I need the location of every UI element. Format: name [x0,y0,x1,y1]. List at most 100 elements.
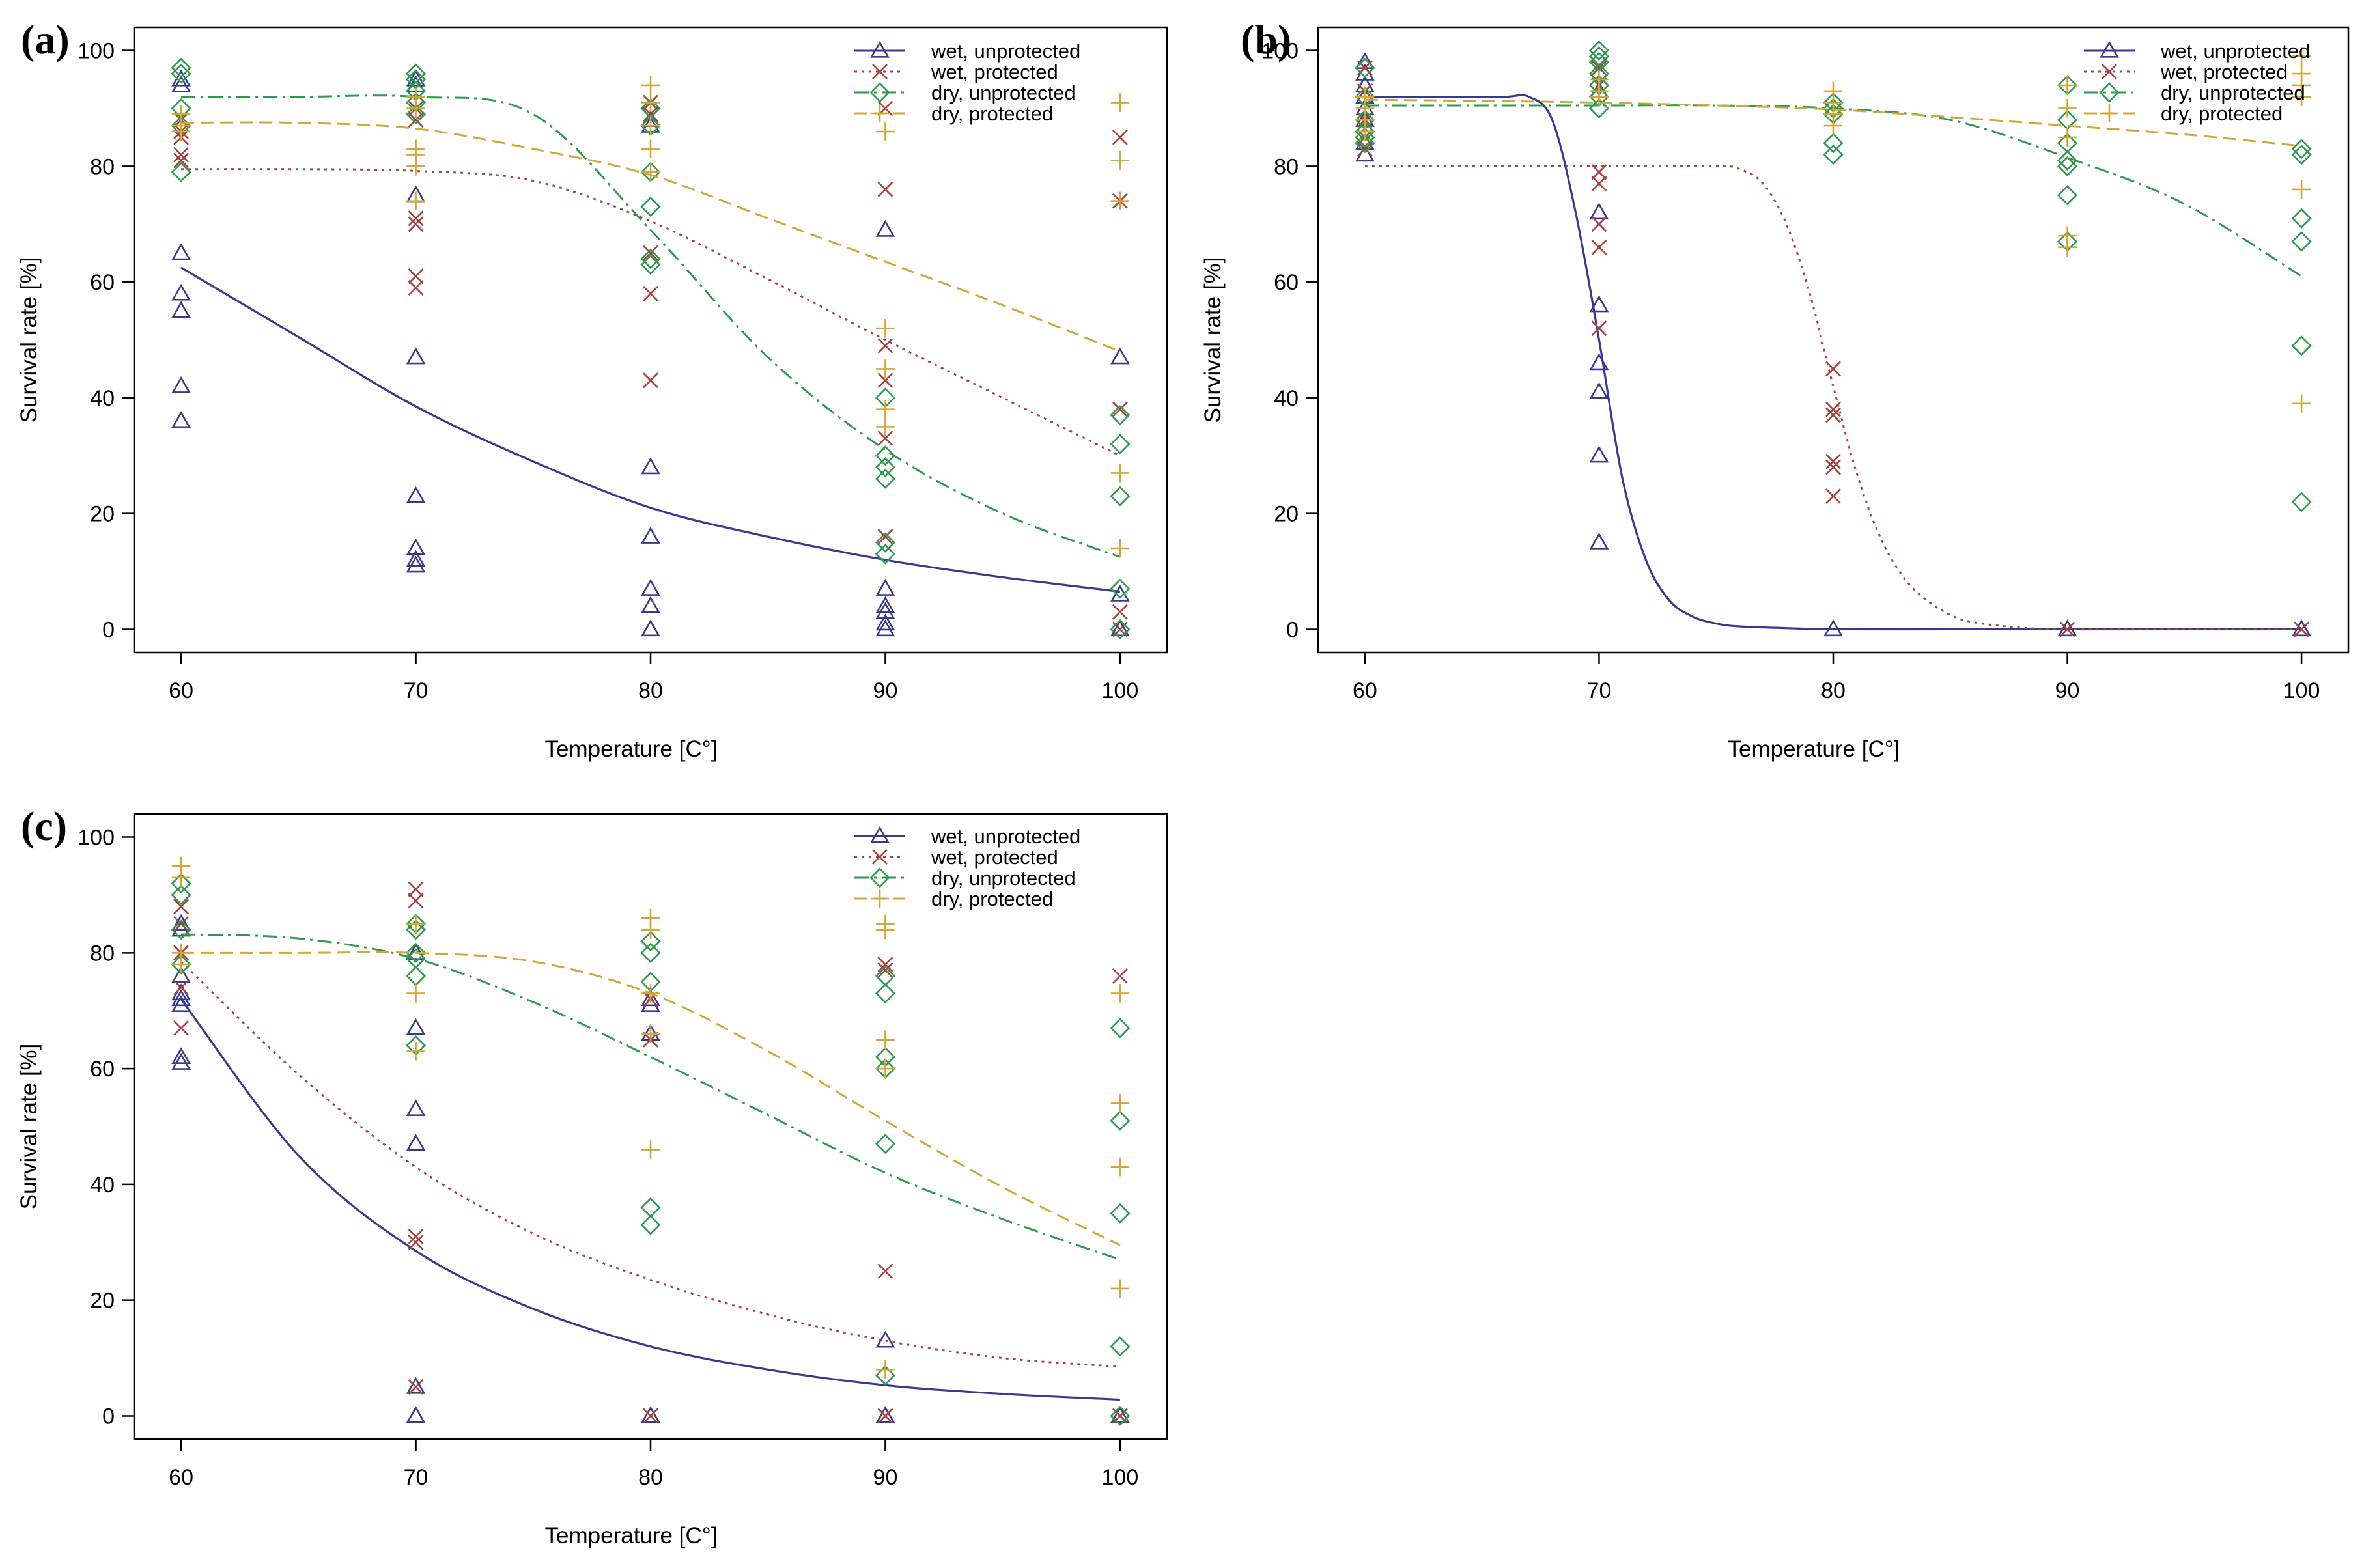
data-point [1110,347,1130,365]
data-point [171,919,191,940]
data-point [406,538,426,555]
data-point [1110,151,1130,170]
data-point [406,1042,425,1061]
data-point [1110,1203,1131,1224]
legend-label: wet, protected [2160,61,2288,83]
data-point [875,613,895,631]
data-point [1589,532,1609,550]
y-tick-label: 100 [77,39,115,64]
y-tick-label: 0 [102,1404,115,1429]
y-tick-label: 40 [90,386,115,411]
data-point [1355,122,1375,141]
data-point [408,112,424,128]
series-wet-protected [173,881,1128,1424]
legend-marker [870,889,890,908]
data-point [641,984,660,1003]
data-point [875,1134,896,1155]
data-point [877,337,893,354]
data-point [406,984,425,1003]
x-tick-label: 80 [1821,679,1846,703]
chart-panel-1: (a) 60 70 80 90 100 0 20 40 60 80 100 Temperature [C… [16,16,1168,762]
data-point [641,989,660,1007]
data-point [1825,407,1841,423]
data-point [171,955,191,974]
data-point [171,122,191,141]
data-point [406,347,426,365]
data-point [1110,1406,1130,1423]
data-point [406,99,425,118]
x-tick-label: 60 [169,679,193,703]
y-tick-label: 0 [102,617,115,642]
data-point [876,920,895,940]
data-point [1825,361,1841,377]
data-point [406,914,425,934]
data-point [2292,619,2311,637]
legend-marker [2100,40,2119,58]
legend-marker [870,104,890,123]
data-point [1110,578,1131,599]
data-point [1110,486,1131,507]
data-point [173,899,190,915]
data-point [640,1214,661,1235]
data-point [641,1140,660,1159]
data-point [406,943,426,960]
data-point [1355,133,1375,154]
data-point [2291,208,2312,229]
series-dry-unprotected [171,57,1131,640]
data-point [1110,984,1130,1003]
data-point [640,254,661,275]
data-point [641,619,660,637]
data-point [1591,216,1607,232]
data-point [2057,156,2078,176]
series-wet-unprotected [1355,52,2311,637]
legend-label: dry, unprotected [931,81,1076,104]
x-axis-label: Temperature [C°] [545,1523,718,1548]
data-point [171,884,191,906]
x-tick-label: 90 [873,679,898,703]
fit-curve [180,998,1120,1401]
data-point [2291,139,2312,160]
series-dry-protected [171,856,1130,1379]
y-tick-label: 20 [90,502,115,527]
data-point [643,285,658,301]
y-tick-label: 20 [1274,502,1299,527]
legend-label: wet, unprotected [931,825,1080,848]
data-point [1112,401,1128,417]
data-point [641,596,660,613]
fit-curve [180,266,1121,593]
data-point [1110,619,1130,637]
data-point [171,914,191,931]
data-point [171,1052,191,1070]
series-dry-protected [171,76,1130,558]
data-point [876,1360,895,1379]
data-point [1355,127,1375,148]
data-point [2292,87,2311,106]
data-point [1110,619,1131,640]
data-point [173,1020,190,1036]
data-point [406,191,425,210]
data-point [1591,60,1607,76]
data-point [171,411,191,428]
y-tick-label: 80 [90,154,115,179]
y-axis-label: Survival rate [%] [16,1044,42,1210]
data-point [171,243,191,260]
data-point [2291,335,2312,356]
data-point [641,162,660,182]
data-point [1825,459,1841,475]
data-point [1589,295,1609,313]
data-point [641,1406,660,1423]
data-point [171,63,191,84]
data-point [1110,539,1130,558]
data-point [1110,464,1130,483]
data-point [875,1330,895,1348]
data-point [1110,1157,1130,1177]
legend-label: wet, unprotected [931,40,1080,63]
data-point [2059,621,2075,637]
data-point [405,942,427,963]
data-point [1110,1018,1131,1039]
panel-letter: (b) [1241,16,1291,63]
data-point [2057,619,2077,637]
fit-curve [181,94,1121,558]
data-point [1110,1094,1130,1113]
